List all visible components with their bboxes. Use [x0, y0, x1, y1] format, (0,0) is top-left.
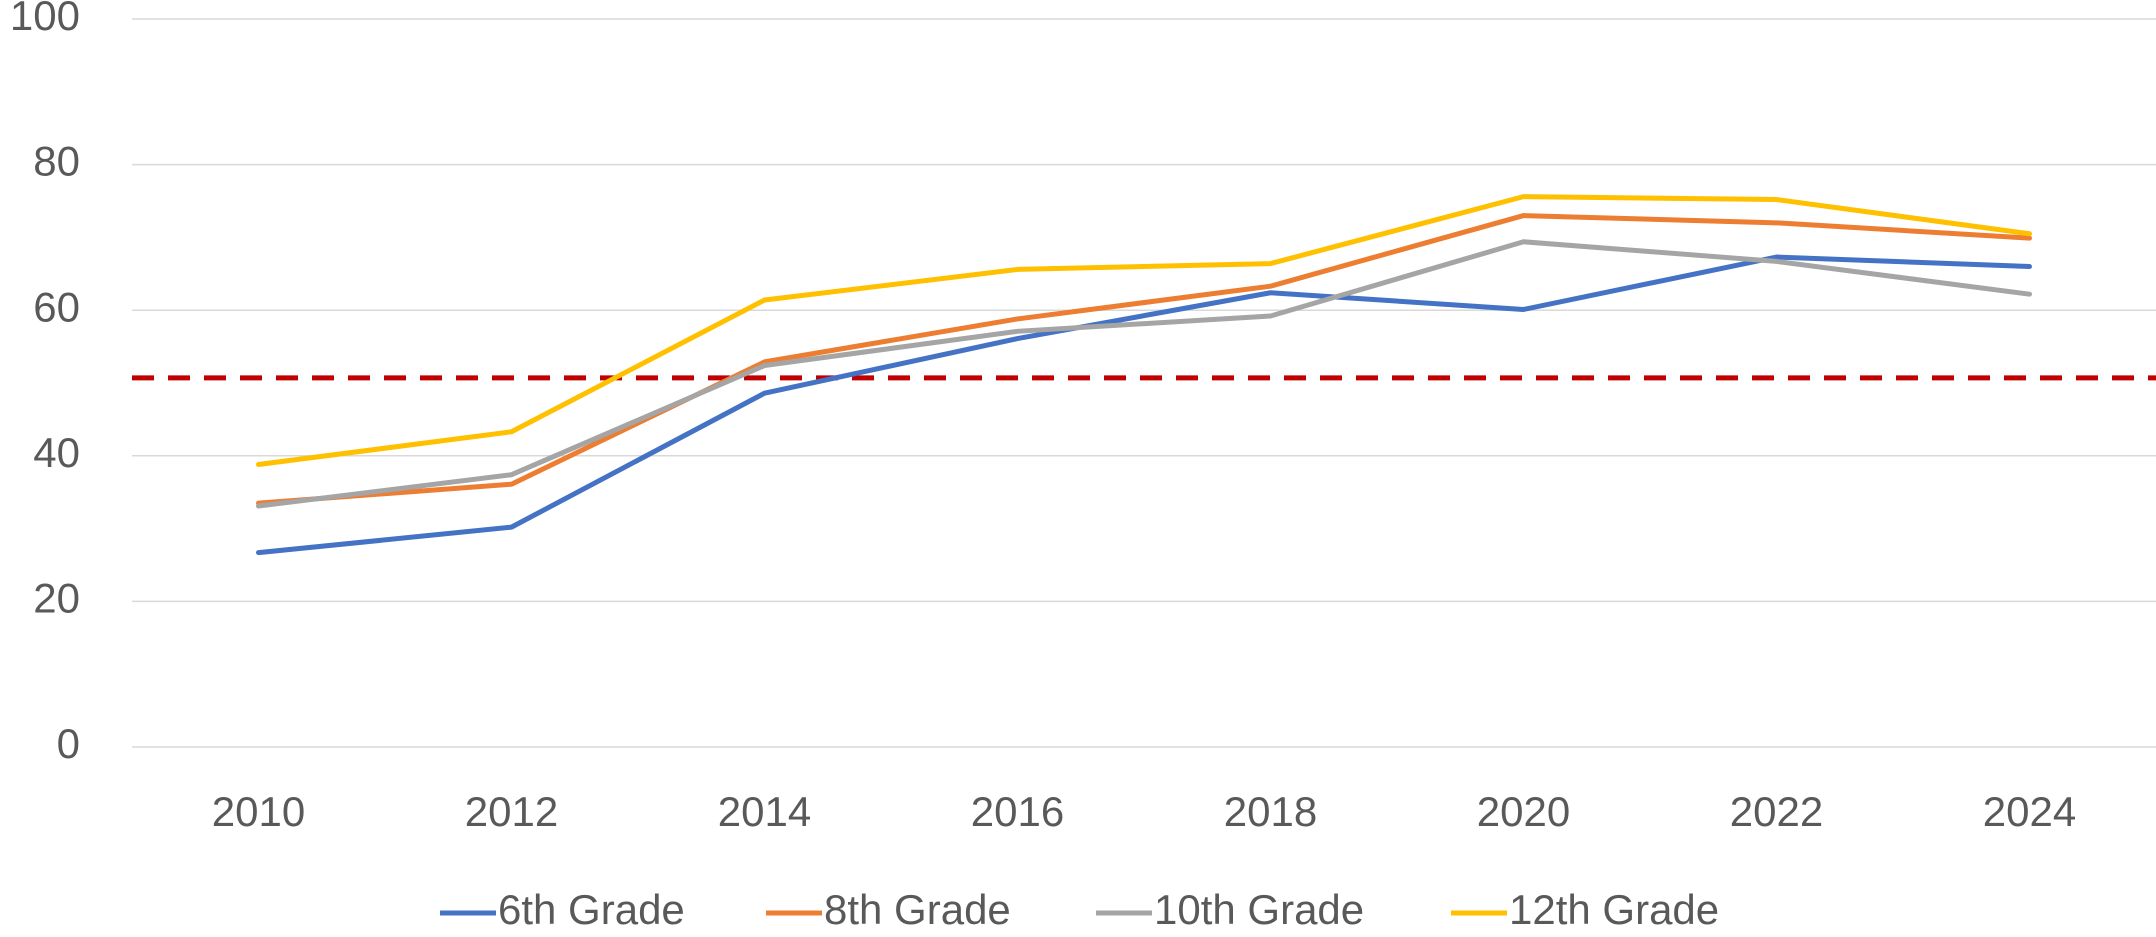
series-line — [256, 194, 2032, 468]
series-line — [256, 213, 2032, 506]
legend-label: 6th Grade — [498, 886, 685, 933]
x-tick-label: 2012 — [465, 788, 558, 835]
x-tick-label: 2014 — [718, 788, 811, 835]
x-tick-label: 2022 — [1730, 788, 1823, 835]
y-tick-label: 60 — [33, 283, 80, 330]
x-tick-label: 2020 — [1477, 788, 1570, 835]
y-tick-label: 20 — [33, 574, 80, 621]
x-tick-label: 2016 — [971, 788, 1064, 835]
y-tick-label: 100 — [10, 0, 80, 39]
x-tick-label: 2018 — [1224, 788, 1317, 835]
x-tick-label: 2010 — [212, 788, 305, 835]
series-line — [256, 239, 2032, 509]
y-tick-label: 0 — [57, 720, 80, 767]
legend-label: 8th Grade — [824, 886, 1011, 933]
x-tick-label: 2024 — [1983, 788, 2076, 835]
legend-label: 10th Grade — [1154, 886, 1364, 933]
series-line — [256, 254, 2032, 556]
legend-label: 12th Grade — [1509, 886, 1719, 933]
y-tick-label: 80 — [33, 138, 80, 185]
y-tick-label: 40 — [33, 429, 80, 476]
